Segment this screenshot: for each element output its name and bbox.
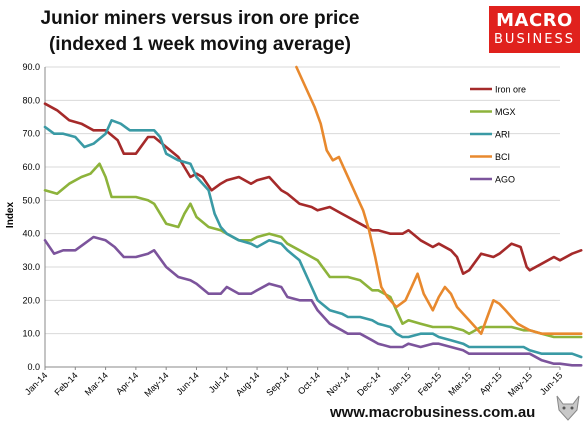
y-axis-label: Index: [5, 202, 16, 229]
x-tick-label: Mar-14: [83, 370, 110, 397]
series-lines: [43, 65, 583, 367]
y-axis: 0.0 10.0 20.0 30.0 40.0 50.0 60.0 70.0 80.0 90.0: [22, 62, 46, 372]
x-tick-label: May-15: [506, 370, 534, 398]
x-tick-label: Jul-14: [207, 370, 231, 394]
y-tick-label: 90.0: [22, 62, 40, 72]
legend-label: BCI: [495, 152, 510, 162]
x-tick-label: May-14: [142, 370, 170, 398]
x-tick-label: Jan-14: [23, 370, 50, 397]
legend-label: MGX: [495, 107, 516, 117]
y-tick-label: 20.0: [22, 295, 40, 305]
y-tick-label: 30.0: [22, 262, 40, 272]
x-tick-label: Nov-14: [325, 370, 353, 398]
y-tick-label: 40.0: [22, 229, 40, 239]
chart-title: Junior miners versus iron ore price (ind…: [10, 6, 390, 58]
series-line-ari: [43, 119, 583, 359]
legend: Iron ore MGX ARI BCI AGO: [470, 85, 526, 185]
series-line-iron-ore: [43, 102, 583, 275]
x-tick-label: Dec-14: [355, 370, 383, 398]
x-tick-label: Mar-15: [446, 370, 473, 397]
y-tick-label: 0.0: [27, 362, 40, 372]
logo-line-2: BUSINESS: [494, 32, 575, 47]
chart-title-line-1: Junior miners versus iron ore price: [40, 8, 360, 29]
legend-label: AGO: [495, 175, 515, 185]
x-tick-label: Apr-15: [478, 370, 504, 396]
legend-label: Iron ore: [495, 85, 526, 95]
wolf-icon: [556, 395, 580, 421]
y-tick-label: 60.0: [22, 162, 40, 172]
x-tick-label: Oct-14: [296, 370, 322, 396]
x-tick-label: Feb-14: [52, 370, 79, 397]
x-tick-label: Jun-14: [174, 370, 201, 397]
y-tick-label: 80.0: [22, 95, 40, 105]
y-tick-label: 50.0: [22, 195, 40, 205]
footer-url: www.macrobusiness.com.au: [330, 404, 536, 421]
y-tick-label: 70.0: [22, 129, 40, 139]
series-line-mgx: [43, 162, 583, 339]
macrobusiness-logo: MACRO BUSINESS: [489, 6, 580, 53]
x-tick-label: Sep-14: [264, 370, 292, 398]
x-tick-label: Feb-15: [416, 370, 443, 397]
y-tick-label: 10.0: [22, 329, 40, 339]
series-line-bci: [295, 65, 583, 335]
x-tick-label: Apr-14: [114, 370, 140, 396]
logo-line-1: MACRO: [496, 10, 573, 31]
x-tick-label: Jan-15: [386, 370, 413, 397]
x-axis: Jan-14 Feb-14 Mar-14 Apr-14 May-14 Jun-14 Jul-…: [23, 366, 564, 399]
x-tick-label: Aug-14: [234, 370, 262, 398]
chart-title-line-2: (indexed 1 week moving average): [48, 34, 351, 55]
legend-label: ARI: [495, 130, 510, 140]
series-line-ago: [43, 235, 583, 367]
